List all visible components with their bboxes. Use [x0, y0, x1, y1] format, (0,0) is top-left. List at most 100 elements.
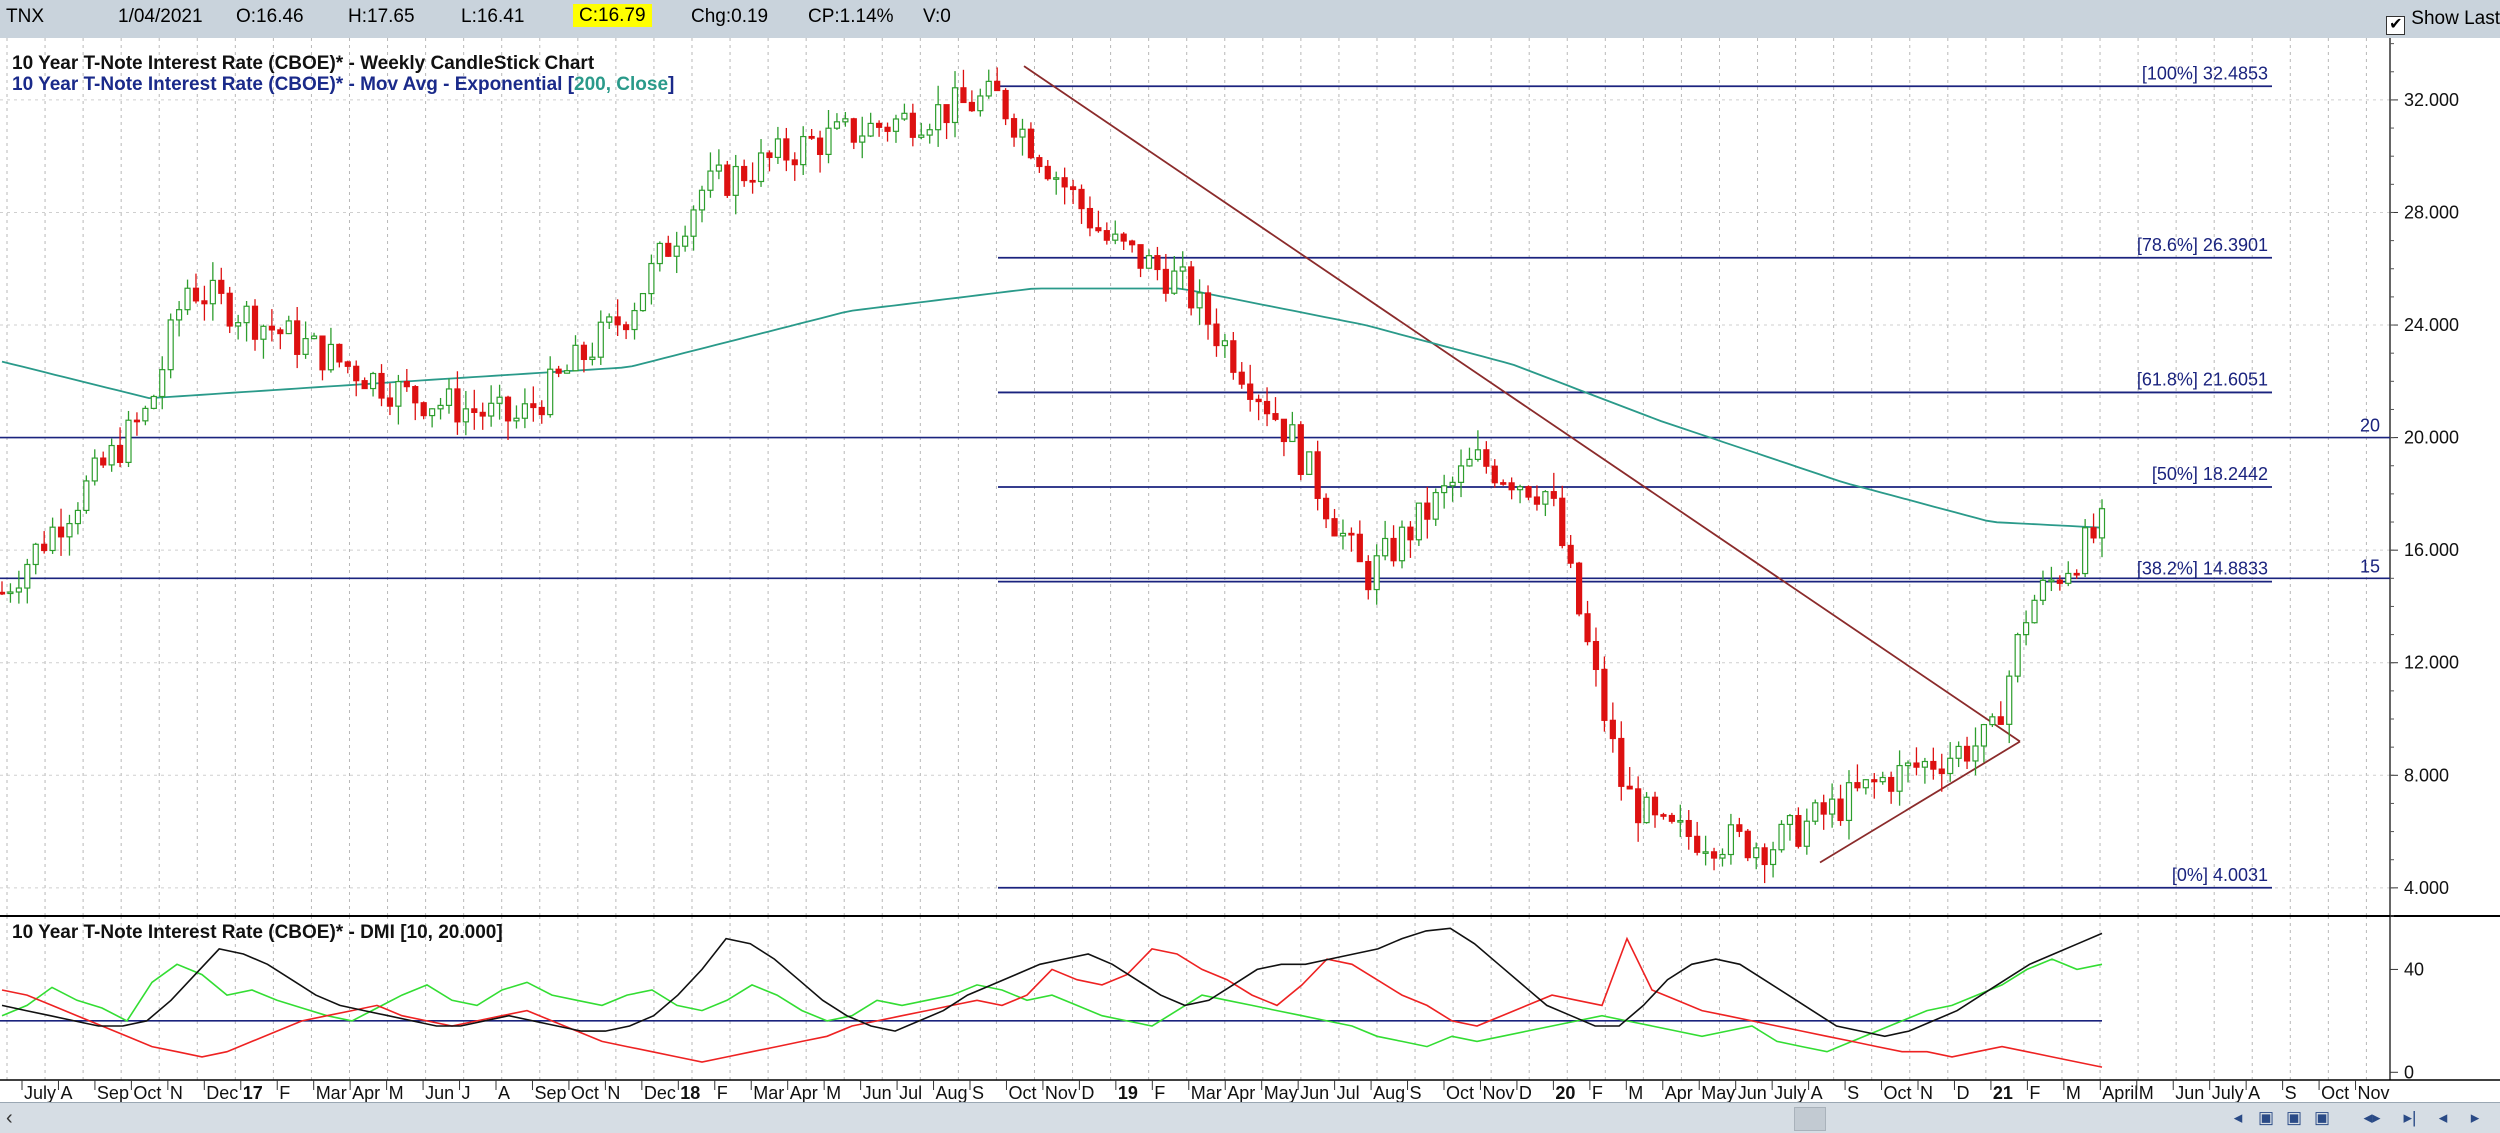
candle-up [15, 587, 22, 593]
chart-title: 10 Year T-Note Interest Rate (CBOE)* - W… [12, 53, 595, 74]
show-last-checkbox[interactable]: ✔ [2386, 15, 2406, 35]
candle-down [1592, 640, 1600, 671]
candle-down [1036, 157, 1043, 168]
volume-label: V:0 [923, 6, 951, 27]
time-tick-label: Oct [1446, 1083, 1474, 1102]
candle-down [454, 388, 461, 423]
time-tick-label: Nov [2358, 1083, 2390, 1102]
scroll-back-icon[interactable]: ◂▸ [2363, 1108, 2381, 1127]
high-label: H:17.65 [348, 6, 415, 27]
trendline-downtrend [1023, 65, 2021, 743]
candle-up [1196, 292, 1203, 309]
candle-up [437, 404, 444, 410]
candle-up [32, 543, 39, 566]
nav-end-icon[interactable]: ▸| [2403, 1108, 2417, 1127]
candle-up [1415, 502, 1422, 541]
candle-down [1584, 613, 1591, 643]
time-tick-label: Mar [753, 1083, 784, 1102]
dmi-tick-label: 40 [2404, 959, 2424, 979]
candle-up [395, 380, 402, 407]
nav-first-icon[interactable]: ◂ [2233, 1108, 2243, 1127]
scroll-left-icon[interactable]: ‹ [6, 1107, 13, 1129]
candle-down [268, 325, 275, 331]
candle-down [1930, 760, 1937, 770]
candle-up [1803, 820, 1810, 847]
candle-up [24, 563, 31, 589]
zoom-in-icon[interactable]: ▣ [2257, 1108, 2275, 1127]
time-tick-label: May [1701, 1083, 1735, 1102]
show-last-toggle[interactable]: ✔ Show Last [2386, 4, 2500, 35]
time-tick-label: Nov [1482, 1083, 1514, 1102]
time-tick-label: July [2212, 1083, 2244, 1102]
candle-up [2065, 572, 2072, 584]
candle-up [977, 95, 984, 112]
candle-up [91, 457, 98, 482]
candle-down [1871, 779, 1878, 783]
time-tick-label: Jun [2175, 1083, 2204, 1102]
trendlines[interactable] [1023, 65, 2021, 864]
candle-down [133, 419, 141, 423]
candle-down [1129, 240, 1136, 246]
time-tick-label: 21 [1993, 1083, 2013, 1102]
candle-up [488, 402, 495, 417]
candle-up [445, 388, 453, 407]
candle-down [1963, 745, 1971, 762]
time-tick-label: Apr [1665, 1083, 1693, 1102]
time-tick-label: 20 [1555, 1083, 1575, 1102]
candle-down [1550, 491, 1557, 499]
candle-up [1862, 779, 1869, 789]
nav-next-icon[interactable]: ▸ [2470, 1108, 2480, 1127]
candle-down [251, 305, 259, 340]
candle-up [648, 262, 655, 295]
price-tick-label: 24.000 [2404, 315, 2459, 335]
candle-down [1626, 785, 1633, 790]
change-pct-label: CP:1.14% [808, 6, 894, 27]
symbol-label: TNX [6, 6, 44, 27]
time-tick-label: S [1847, 1083, 1859, 1102]
dmi-title: 10 Year T-Note Interest Rate (CBOE)* - D… [12, 922, 503, 943]
candle-up [66, 522, 73, 538]
time-tick-label: Oct [1884, 1083, 1912, 1102]
candle-up [2048, 579, 2055, 583]
candle-down [353, 365, 360, 382]
time-tick-label: Oct [2321, 1083, 2349, 1102]
scroll-thumb[interactable] [1794, 1107, 1826, 1131]
zoom-fit-icon[interactable]: ▣ [2313, 1108, 2331, 1127]
candle-up [1904, 762, 1912, 767]
candle-down [1027, 128, 1035, 159]
candle-up [985, 80, 992, 97]
candle-up [1474, 449, 1482, 461]
candle-up [513, 417, 520, 422]
candle-up [698, 189, 706, 211]
candle-up [260, 325, 267, 340]
candlesticks [0, 67, 2106, 884]
fib-label: [78.6%] 26.3901 [2137, 235, 2268, 255]
candle-up [235, 322, 242, 327]
candle-up [1879, 776, 1886, 783]
candle-down [783, 138, 790, 161]
price-tick-label: 12.000 [2404, 653, 2459, 673]
candle-up [892, 118, 900, 132]
candle-up [639, 292, 647, 312]
scrollbar[interactable]: ‹ ◂ ▣ ▣ ▣ ◂▸ ▸| ◂ ▸ [0, 1102, 2500, 1133]
time-tick-label: F [279, 1083, 290, 1102]
time-tick-label: F [717, 1083, 728, 1102]
candle-down [1348, 532, 1355, 536]
candle-down [1390, 537, 1397, 562]
nav-prev-icon[interactable]: ◂ [2438, 1108, 2448, 1127]
candle-up [302, 338, 309, 355]
candle-up [901, 112, 908, 120]
candle-up [2039, 579, 2047, 601]
candle-down [1095, 227, 1102, 232]
time-tick-label: N [170, 1083, 183, 1102]
candle-down [1685, 819, 1692, 837]
candle-down [1710, 851, 1718, 859]
time-tick-label: Mar [316, 1083, 347, 1102]
candle-down [555, 368, 562, 374]
candle-down [665, 242, 672, 257]
zoom-out-icon[interactable]: ▣ [2285, 1108, 2303, 1127]
candle-up [496, 396, 503, 404]
candle-up [243, 305, 250, 324]
